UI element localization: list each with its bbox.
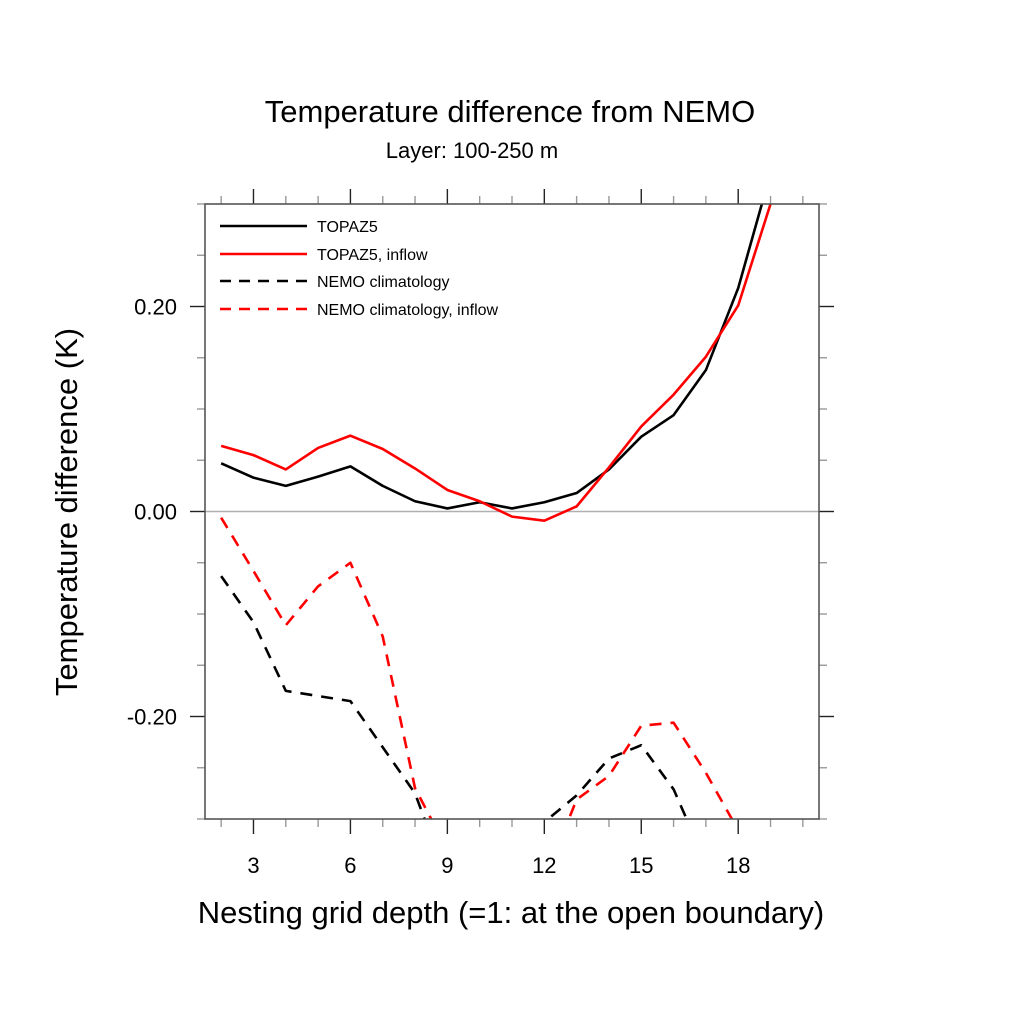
x-tick-label: 3 xyxy=(247,853,259,878)
legend-label: TOPAZ5 xyxy=(317,219,378,236)
legend-label: NEMO climatology, inflow xyxy=(317,302,499,319)
legend-item: TOPAZ5 xyxy=(220,219,378,236)
y-tick-label: -0.20 xyxy=(127,705,177,730)
legend-label: TOPAZ5, inflow xyxy=(317,247,428,264)
series-line xyxy=(220,575,689,819)
series-line xyxy=(220,204,772,523)
legend-item: TOPAZ5, inflow xyxy=(220,247,428,264)
x-tick-label: 12 xyxy=(532,853,556,878)
series-nemo-climatology xyxy=(220,575,689,819)
legend: TOPAZ5 TOPAZ5, inflow NEMO climatology NEMO… xyxy=(220,219,499,319)
legend-item: NEMO climatology, inflow xyxy=(220,302,499,319)
y-tick-label: 0.00 xyxy=(134,500,177,525)
y-axis-label: Temperature difference (K) xyxy=(49,328,84,696)
chart-title: Temperature difference from NEMO xyxy=(265,94,755,129)
tick-labels: 3 6 9 12 15 18 -0.20 0.00 0.20 xyxy=(127,295,751,879)
legend-label: NEMO climatology xyxy=(317,274,449,291)
y-tick-label: 0.20 xyxy=(134,295,177,320)
series-topaz5 xyxy=(220,204,764,510)
series-layer xyxy=(220,204,772,819)
x-tick-label: 6 xyxy=(344,853,356,878)
x-tick-label: 18 xyxy=(726,853,750,878)
axis-ticks xyxy=(190,189,834,834)
series-topaz5-inflow xyxy=(220,204,772,523)
x-tick-label: 9 xyxy=(441,853,453,878)
x-axis-label: Nesting grid depth (=1: at the open boun… xyxy=(198,895,824,930)
x-tick-label: 15 xyxy=(629,853,653,878)
series-line xyxy=(220,516,734,819)
plot-frame xyxy=(204,203,820,820)
series-line xyxy=(220,204,764,510)
legend-item: NEMO climatology xyxy=(220,274,449,291)
chart-subtitle: Layer: 100-250 m xyxy=(386,138,558,163)
series-nemo-climatology-inflow xyxy=(220,516,734,819)
